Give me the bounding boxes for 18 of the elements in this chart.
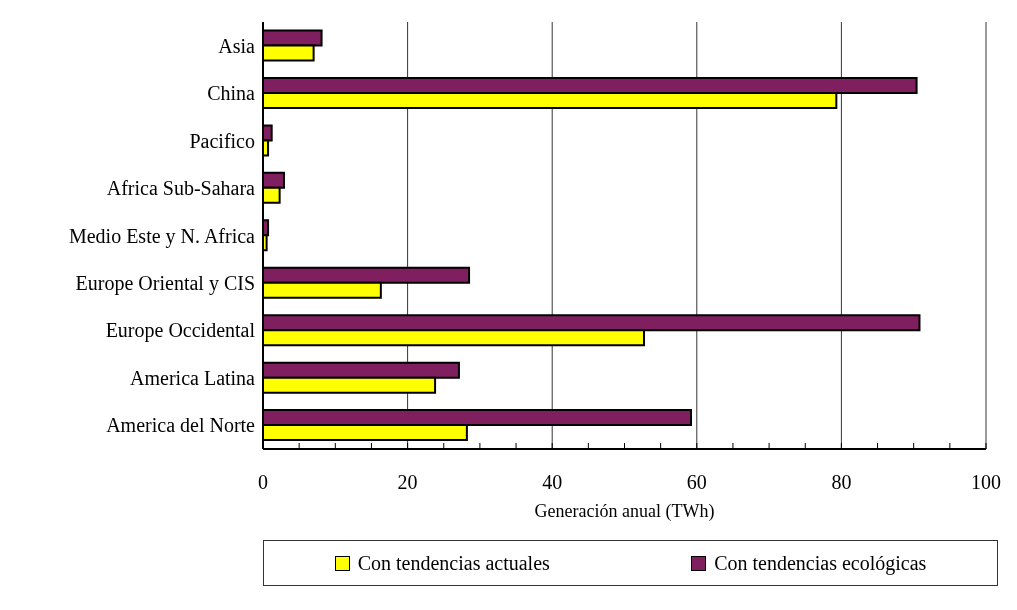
y-tick-label: America del Norte bbox=[106, 414, 256, 437]
legend-label: Con tendencias actuales bbox=[356, 551, 550, 575]
y-tick-label: China bbox=[207, 82, 256, 105]
y-tick-label: Asia bbox=[218, 34, 256, 57]
y-tick-label: Africa Sub-Sahara bbox=[106, 177, 256, 200]
x-tick-label: 0 bbox=[258, 471, 268, 494]
y-tick-label: Europe Oriental y CIS bbox=[75, 272, 255, 296]
y-tick-label: Medio Este y N. Africa bbox=[68, 224, 256, 248]
x-tick-label: 20 bbox=[397, 471, 418, 494]
x-tick-label: 40 bbox=[542, 471, 563, 494]
x-tick-label: 60 bbox=[686, 471, 707, 494]
y-tick-label: Europe Occidental bbox=[105, 319, 256, 343]
legend-label: Con tendencias ecológicas bbox=[713, 551, 927, 575]
x-tick-label: 100 bbox=[971, 471, 1001, 494]
y-tick-label: Pacifico bbox=[189, 129, 255, 152]
x-tick-label: 80 bbox=[831, 471, 852, 494]
y-tick-label: America Latina bbox=[130, 366, 256, 389]
x-axis-title: Generación anual (TWh) bbox=[534, 501, 715, 522]
